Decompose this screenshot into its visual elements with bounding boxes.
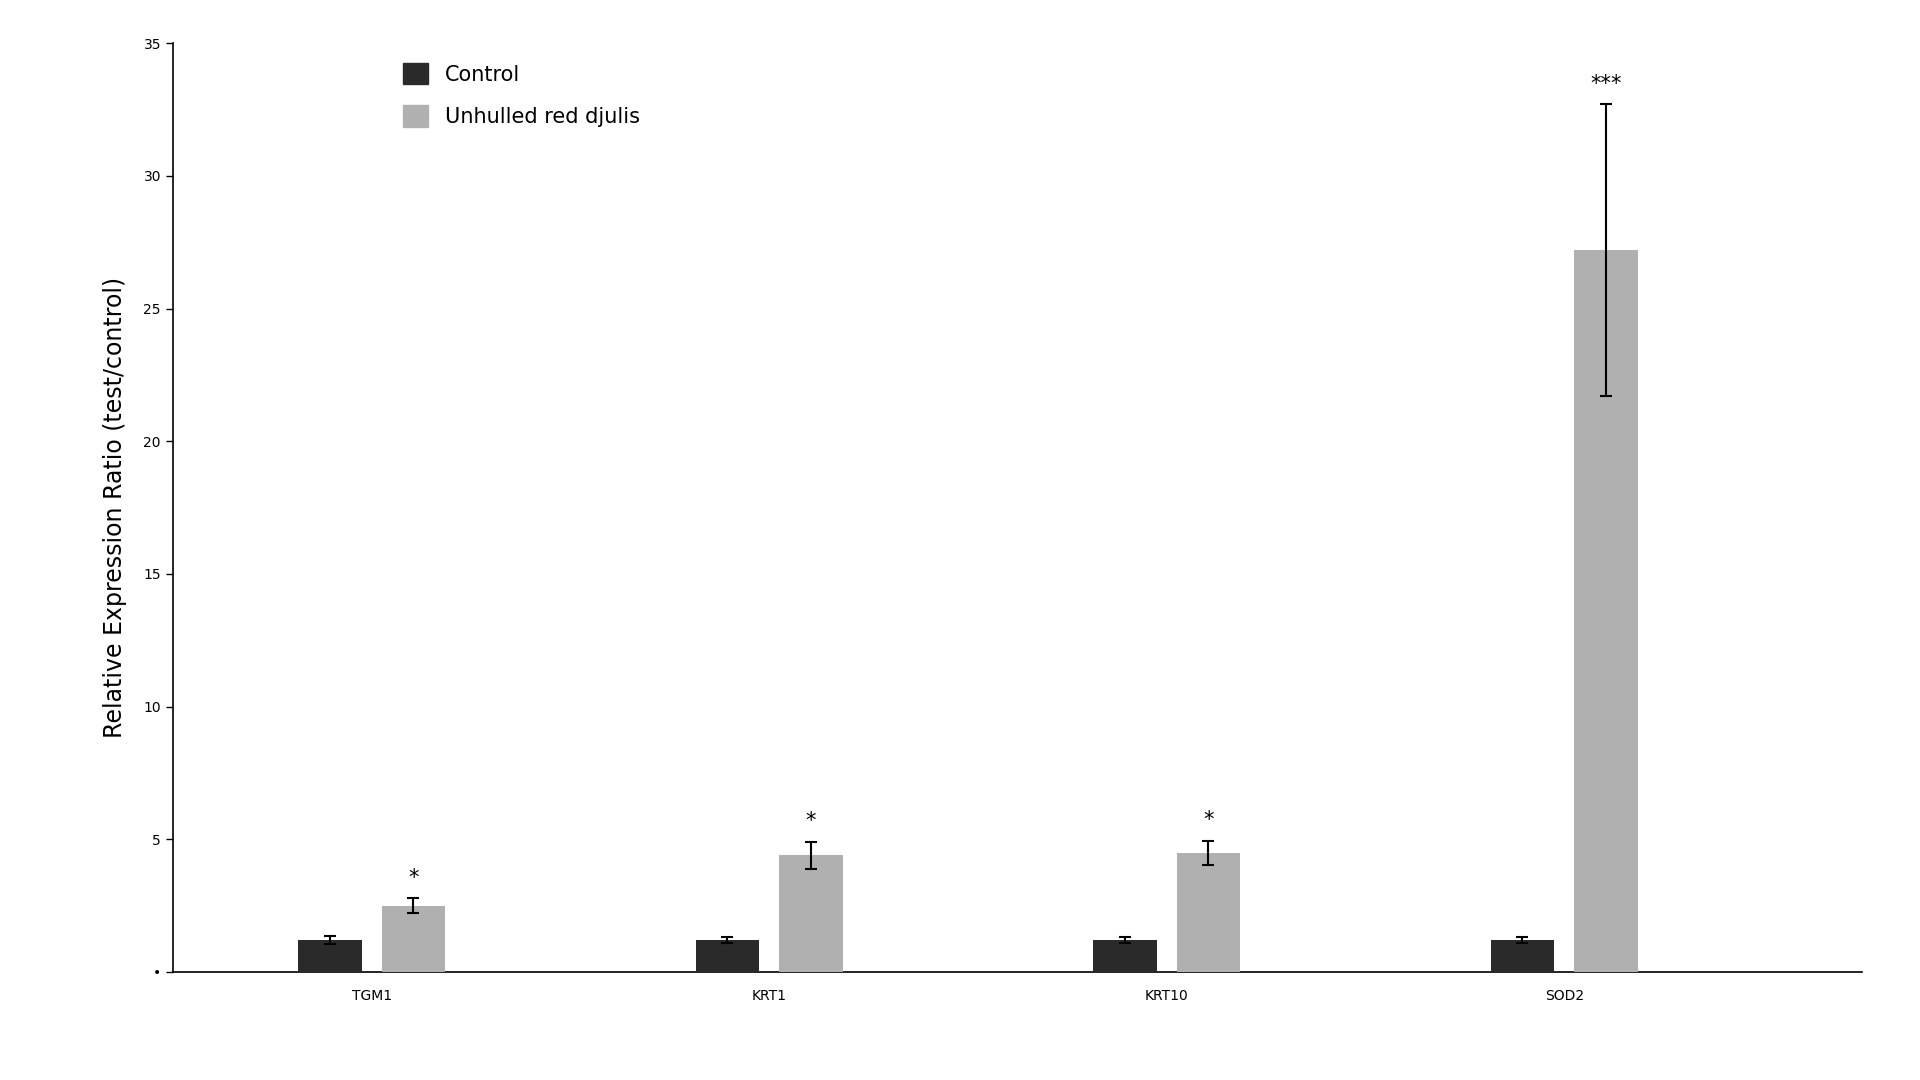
Bar <box>298 941 361 972</box>
Legend: Control, Unhulled red djulis: Control, Unhulled red djulis <box>403 63 639 127</box>
Bar <box>1092 941 1156 972</box>
Text: *: * <box>409 867 419 888</box>
Y-axis label: Relative Expression Ratio (test/control): Relative Expression Ratio (test/control) <box>102 278 127 738</box>
Bar <box>780 855 843 972</box>
Bar <box>382 906 445 972</box>
Bar <box>695 941 758 972</box>
Bar <box>1490 941 1555 972</box>
Text: *: * <box>806 811 816 832</box>
Bar <box>1177 852 1240 972</box>
Bar <box>1574 251 1638 972</box>
Text: ***: *** <box>1590 73 1622 94</box>
Text: *: * <box>1204 810 1213 831</box>
